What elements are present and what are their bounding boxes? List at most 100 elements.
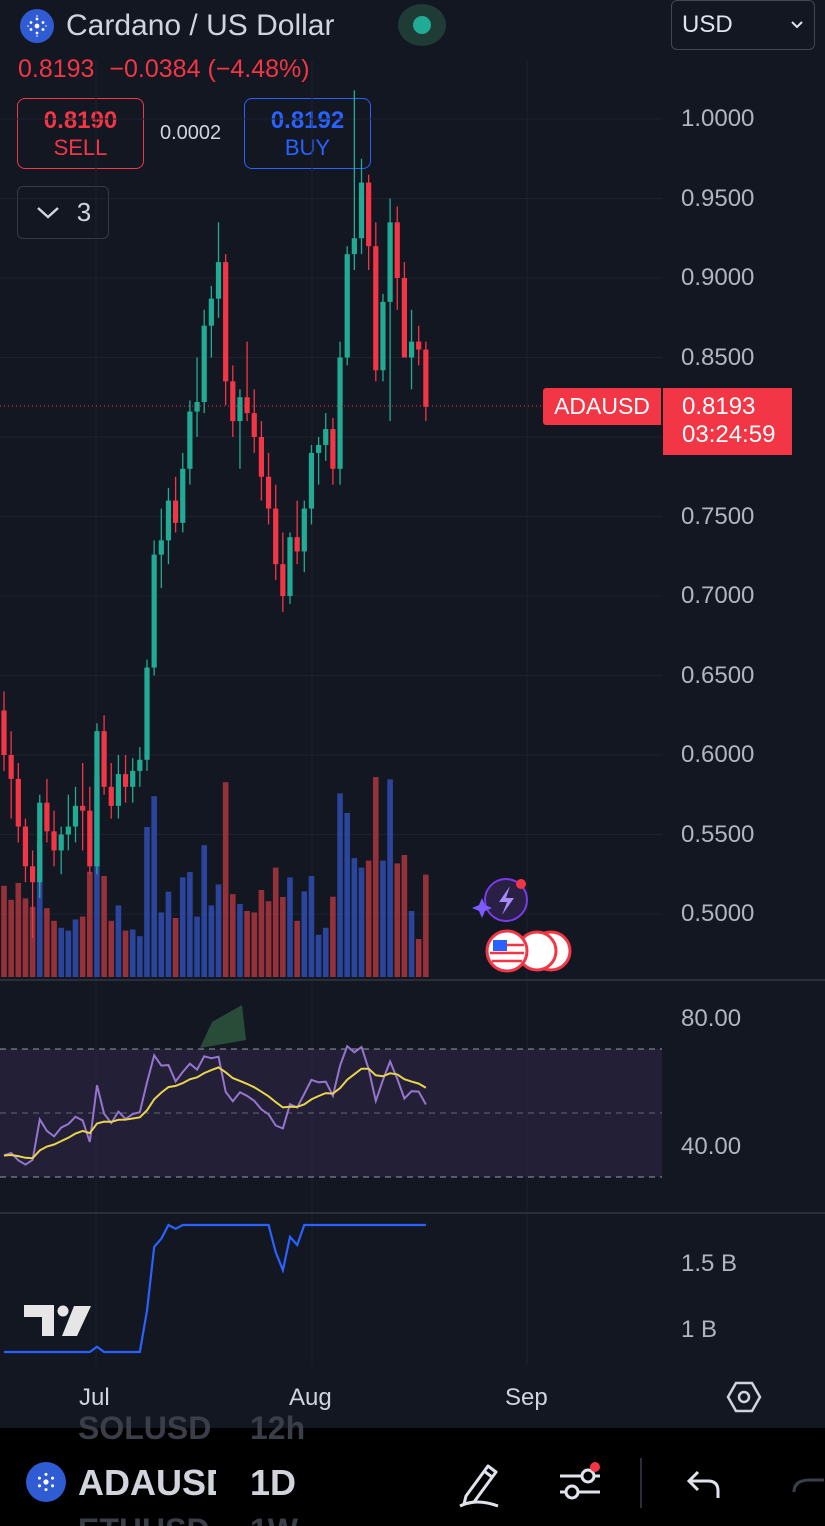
- volume-bar: [87, 871, 93, 977]
- candle-body: [273, 508, 279, 565]
- volume-axis-label: 1.5 B: [681, 1250, 738, 1277]
- candle-body: [316, 444, 322, 453]
- last-price: 0.8193: [18, 55, 95, 83]
- volume-bar: [344, 813, 350, 977]
- volume-bar: [51, 920, 57, 977]
- candle-body: [387, 222, 393, 302]
- time-axis-label: Aug: [289, 1384, 332, 1411]
- candle-body: [194, 402, 200, 412]
- price-axis-label: 0.7000: [681, 582, 755, 609]
- candle-body: [423, 349, 429, 407]
- candle-body: [351, 238, 357, 255]
- volume-bar: [244, 911, 250, 977]
- price-axis-label: 0.6500: [681, 661, 755, 689]
- volume-bar: [15, 883, 22, 977]
- pencil-icon: [459, 1464, 499, 1508]
- candle-body: [251, 413, 257, 437]
- volume-bar: [144, 827, 150, 977]
- sliders-icon: [560, 1462, 600, 1500]
- undo-button[interactable]: [684, 1464, 724, 1509]
- volume-bar: [137, 936, 143, 977]
- volume-bar: [22, 898, 29, 977]
- candle-body: [158, 540, 164, 555]
- volume-bar: [251, 912, 258, 977]
- market-status-icon[interactable]: [398, 4, 446, 46]
- indicators-count: 3: [76, 197, 92, 227]
- volume-bars: [1, 777, 429, 977]
- volume-bar: [408, 911, 415, 977]
- volume-bar: [151, 796, 157, 977]
- candle-body: [80, 805, 86, 811]
- sell-label: SELL: [53, 134, 108, 160]
- candle-body: [101, 731, 107, 787]
- candle-body: [108, 786, 114, 806]
- sell-button[interactable]: 0.8190 SELL: [17, 98, 144, 169]
- volume-bar: [230, 894, 236, 977]
- candle-body: [323, 429, 329, 445]
- currency-select[interactable]: USD: [671, 0, 815, 50]
- volume-bar: [65, 930, 72, 977]
- indicators-toggle-button[interactable]: 3: [17, 186, 109, 239]
- volume-bar: [208, 905, 215, 977]
- draw-tool-button[interactable]: [456, 1458, 502, 1513]
- volume-bar: [129, 929, 136, 977]
- candle-body: [201, 325, 207, 403]
- volume-bar: [79, 916, 86, 977]
- candle-body: [115, 774, 121, 806]
- symbol-header[interactable]: Cardano / US Dollar: [20, 6, 334, 46]
- candle-body: [223, 262, 229, 382]
- sparkle-icon: [472, 898, 492, 918]
- volume-bar: [94, 777, 100, 977]
- candle-body: [401, 278, 407, 358]
- volume-bar: [172, 918, 179, 977]
- candle-body: [408, 341, 415, 358]
- volume-bar: [394, 863, 401, 977]
- candle-body: [358, 182, 365, 239]
- volume-bar: [387, 779, 393, 977]
- volume-bar: [294, 920, 300, 977]
- rsi-overbought-fill: [200, 1005, 246, 1048]
- currency-value: USD: [682, 11, 733, 38]
- candle-body: [65, 826, 71, 835]
- candle-body: [294, 537, 300, 552]
- volume-bar: [115, 905, 122, 977]
- chart-settings-icon[interactable]: [726, 1380, 762, 1419]
- price-axis-label: 0.5500: [681, 820, 755, 848]
- symbol-selector[interactable]: ADAUSD: [78, 1462, 216, 1503]
- indicators-button[interactable]: [556, 1460, 606, 1511]
- cardano-logo-icon: [26, 1462, 66, 1502]
- volume-bar: [194, 916, 200, 977]
- event-icons: [472, 878, 572, 973]
- volume-bar: [201, 845, 207, 977]
- timeframe-selector[interactable]: 1D: [250, 1462, 297, 1503]
- tradingview-logo-icon: [24, 1305, 91, 1336]
- volume-bar: [222, 782, 229, 977]
- buy-button[interactable]: 0.8192 BUY: [244, 98, 371, 169]
- spread-value: 0.0002: [160, 122, 222, 144]
- volume-bar: [315, 934, 322, 977]
- candle-body: [94, 731, 100, 867]
- volume-axis-label: 1 B: [681, 1316, 718, 1343]
- candle-body: [173, 500, 179, 523]
- candle-body: [244, 397, 250, 414]
- price-chart[interactable]: [0, 0, 825, 1430]
- volume-bar: [373, 777, 379, 977]
- candle-body: [308, 452, 315, 509]
- last-price-symbol-tag: ADAUSD: [543, 388, 661, 425]
- candle-body: [265, 476, 272, 509]
- bottom-toolbar: [0, 1428, 825, 1526]
- chevron-down-icon: [791, 21, 803, 29]
- candle-body: [237, 397, 243, 422]
- rsi-axis-label: 80.00: [681, 1005, 742, 1032]
- price-axis-label: 0.6000: [681, 741, 755, 768]
- volume-bar: [401, 855, 408, 977]
- redo-button[interactable]: [790, 1470, 825, 1505]
- candle-body: [58, 834, 64, 851]
- volume-bar: [337, 793, 343, 977]
- volume-bar: [351, 858, 358, 977]
- volume-bar: [301, 891, 308, 977]
- price-change-pct: (−4.48%): [207, 55, 310, 83]
- volume-bar: [158, 912, 165, 977]
- candle-body: [151, 554, 157, 668]
- candle-body: [380, 301, 386, 371]
